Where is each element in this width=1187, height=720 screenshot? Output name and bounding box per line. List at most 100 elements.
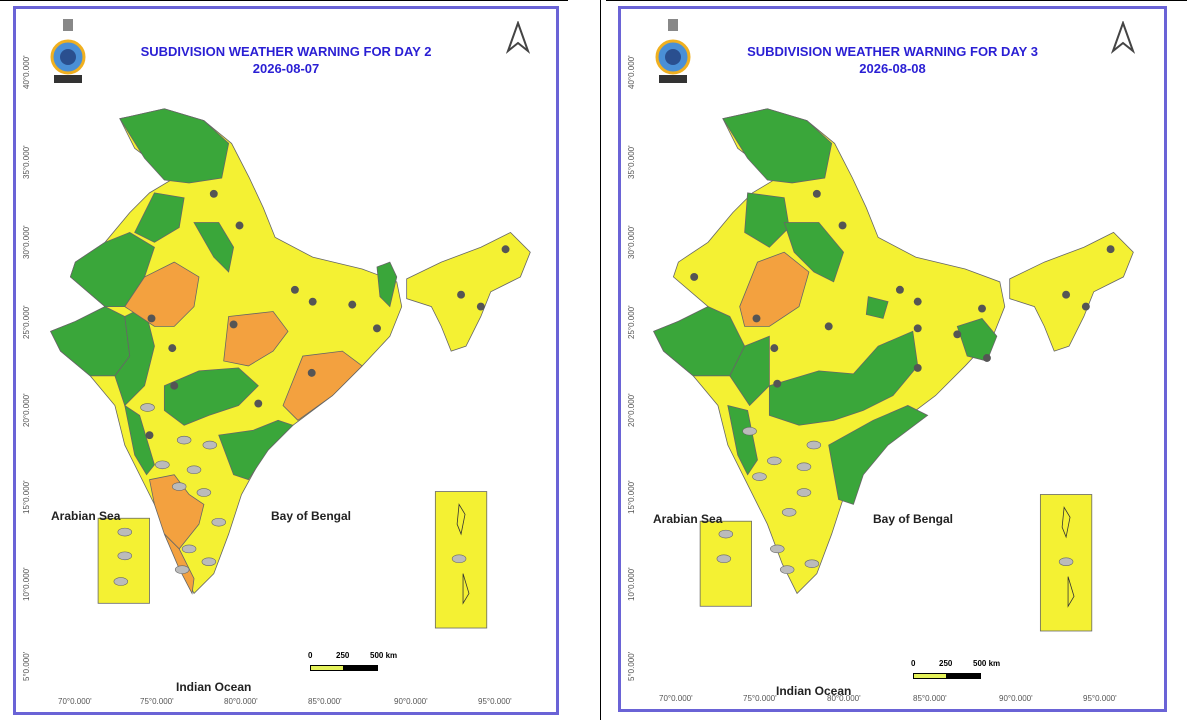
- scale-segment-1: [310, 665, 344, 671]
- northeast-region: [406, 231, 531, 352]
- map-panel-day-2: SUBDIVISION WEATHER WARNING FOR DAY 2 20…: [13, 6, 559, 715]
- indian-ocean-label: Indian Ocean: [776, 684, 852, 698]
- thunderstorm-icon: [983, 354, 991, 362]
- thunderstorm-icon: [348, 300, 357, 309]
- warning-map-day-2: [50, 108, 531, 629]
- gujarat: [50, 306, 131, 377]
- longitude-label: 95°0.000': [478, 697, 512, 706]
- latitude-label: 15°0.000': [627, 480, 636, 514]
- jammu-kashmir: [119, 108, 230, 184]
- scale-segment-2: [947, 673, 981, 679]
- title-line-1: SUBDIVISION WEATHER WARNING FOR DAY 3: [747, 44, 1038, 59]
- latitude-label: 5°0.000': [22, 651, 31, 681]
- top-rule-right: [606, 0, 1187, 1]
- heavy-rain-icon: [781, 508, 797, 517]
- thunderstorm-icon: [147, 314, 156, 323]
- scale-segment-2: [344, 665, 378, 671]
- panel-divider: [600, 0, 601, 720]
- title-date: 2026-08-08: [859, 61, 926, 76]
- northeast-region: [1009, 231, 1134, 352]
- coastal-karnataka-orange: [149, 474, 205, 550]
- imd-emblem-logo: [50, 19, 86, 83]
- map-panel-day-3: SUBDIVISION WEATHER WARNING FOR DAY 3 20…: [618, 6, 1167, 712]
- scale-mid: 250: [336, 651, 350, 660]
- thunderstorm-icon: [773, 379, 782, 388]
- konkan-green: [124, 404, 155, 476]
- heavy-rain-icon: [202, 440, 218, 450]
- longitude-label: 85°0.000': [913, 694, 947, 703]
- central-india-green: [768, 330, 919, 426]
- thunderstorm-icon: [1081, 302, 1090, 311]
- thunderstorm-icon: [752, 314, 761, 323]
- heavy-rain-icon: [796, 488, 812, 497]
- thunderstorm-icon: [235, 221, 244, 230]
- heavy-rain-icon: [196, 488, 212, 497]
- longitude-label: 75°0.000': [743, 694, 777, 703]
- longitude-label: 80°0.000': [827, 694, 861, 703]
- kerala-orange: [163, 533, 195, 595]
- thunderstorm-icon: [812, 189, 821, 198]
- heavy-rain-icon: [171, 482, 187, 491]
- bihar-green: [865, 296, 889, 319]
- punjab-west: [134, 192, 185, 243]
- thunderstorm-icon: [501, 245, 510, 254]
- map-title: SUBDIVISION WEATHER WARNING FOR DAY 2 20…: [16, 43, 556, 77]
- thunderstorm-icon: [254, 399, 263, 408]
- gangetic-wb-green: [956, 317, 998, 362]
- thunderstorm-icon: [373, 324, 381, 333]
- heavy-rain-icon: [806, 440, 822, 450]
- telangana-green: [218, 419, 294, 481]
- scale-end: 500 km: [370, 651, 398, 660]
- latitude-label: 40°0.000': [22, 55, 31, 89]
- east-rajasthan-orange: [739, 251, 810, 327]
- latitude-label: 5°0.000': [627, 651, 636, 681]
- thunderstorm-icon: [290, 285, 299, 294]
- longitude-label: 85°0.000': [308, 697, 342, 706]
- scale-mid: 250: [939, 659, 953, 668]
- heavy-rain-icon: [804, 559, 820, 568]
- mp-east-orange: [223, 311, 289, 367]
- rajasthan-east-orange: [124, 261, 200, 327]
- thunderstorm-icon: [913, 324, 922, 333]
- heavy-rain-icon: [155, 460, 170, 470]
- thunderstorm-icon: [953, 330, 962, 339]
- heavy-rain-icon: [1058, 557, 1074, 567]
- heavy-rain-icon: [176, 435, 192, 445]
- west-mp-green: [729, 335, 770, 407]
- thunderstorm-icon: [457, 290, 466, 299]
- thunderstorm-icon: [770, 344, 779, 353]
- heavy-rain-icon: [211, 517, 226, 527]
- north-arrow-icon: [506, 21, 530, 54]
- thunderstorm-icon: [1106, 245, 1115, 254]
- latitude-label: 10°0.000': [22, 567, 31, 601]
- jammu-kashmir: [722, 108, 833, 184]
- heavy-rain-icon: [113, 577, 129, 586]
- heavy-rain-icon: [174, 565, 190, 574]
- title-date: 2026-08-07: [252, 61, 320, 76]
- heavy-rain-icon: [752, 472, 767, 481]
- heavy-rain-icon: [186, 465, 202, 475]
- thunderstorm-icon: [170, 381, 179, 390]
- punjab-green: [744, 192, 790, 248]
- imd-emblem-logo: [655, 19, 691, 83]
- konkan-green: [727, 404, 758, 476]
- thunderstorm-icon: [145, 431, 154, 440]
- thunderstorm-icon: [978, 304, 986, 313]
- latitude-label: 30°0.000': [627, 225, 636, 259]
- scale-end: 500 km: [973, 659, 1001, 668]
- coastal-ap-green: [828, 405, 929, 505]
- thunderstorm-icon: [209, 189, 218, 198]
- thunderstorm-icon: [476, 302, 485, 311]
- latitude-label: 30°0.000': [22, 225, 31, 259]
- latitude-label: 20°0.000': [22, 393, 31, 427]
- longitude-label: 70°0.000': [659, 694, 693, 703]
- thunderstorm-icon: [168, 344, 177, 353]
- haryana-up-green: [783, 222, 844, 283]
- scale-zero: 0: [308, 651, 313, 660]
- heavy-rain-icon: [796, 462, 812, 472]
- thunderstorm-icon: [913, 297, 922, 306]
- uttarakhand-green: [193, 222, 235, 273]
- longitude-label: 70°0.000': [58, 697, 92, 706]
- heavy-rain-icon: [742, 426, 757, 436]
- thunderstorm-icon: [824, 322, 833, 331]
